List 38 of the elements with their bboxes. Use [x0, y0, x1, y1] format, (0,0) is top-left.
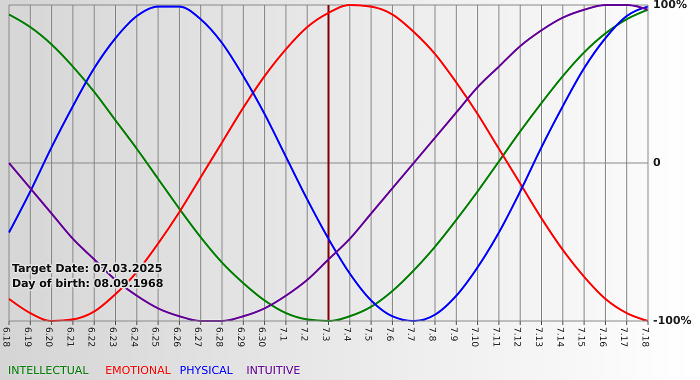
text: INTUITIVE	[246, 364, 300, 377]
x-tick-label: 6.24	[128, 327, 138, 348]
text: INTELLECTUAL	[8, 364, 90, 377]
y-tick-label: -100%	[653, 314, 692, 328]
x-tick-label: 6.28	[214, 327, 224, 348]
x-tick-label: 7.12	[512, 327, 522, 348]
x-tick-label: 7.2	[298, 327, 309, 342]
x-tick-label: 7.11	[490, 327, 500, 348]
x-tick-label: 7.1	[277, 327, 288, 342]
text: PHYSICAL	[180, 364, 234, 377]
x-tick-label: 6.25	[150, 327, 160, 348]
x-tick-label: 7.10	[469, 327, 480, 348]
y-tick-label: 0	[653, 156, 661, 170]
x-tick-label: 6.27	[192, 327, 202, 348]
x-tick-label: 6.20	[43, 327, 54, 348]
y-tick-label: 100%	[653, 0, 687, 12]
x-tick-label: 6.29	[234, 327, 245, 348]
x-tick-label: 7.5	[362, 327, 373, 342]
x-tick-label: 6.21	[64, 327, 74, 348]
x-tick-label: 6.23	[107, 327, 118, 348]
x-tick-label: 7.9	[448, 327, 458, 342]
x-tick-label: 6.26	[170, 327, 181, 348]
x-tick-label: 7.13	[533, 327, 544, 348]
x-tick-label: 7.18	[640, 327, 650, 348]
x-tick-label: 6.18	[0, 327, 11, 348]
x-tick-label: 6.19	[22, 327, 32, 348]
x-tick-label: 7.8	[426, 327, 437, 342]
x-tick-label: 7.16	[596, 327, 607, 348]
text: EMOTIONAL	[105, 364, 172, 377]
x-tick-label: 7.3	[320, 327, 330, 342]
x-tick-label: 7.15	[576, 327, 586, 348]
x-tick-label: 6.22	[86, 327, 96, 348]
x-tick-label: 7.7	[405, 327, 416, 342]
x-tick-label: 7.17	[618, 327, 628, 348]
x-tick-label: 6.30	[256, 327, 266, 348]
x-tick-label: 7.4	[341, 327, 352, 342]
x-tick-label: 7.14	[554, 327, 564, 348]
x-tick-label: 7.6	[384, 327, 394, 342]
